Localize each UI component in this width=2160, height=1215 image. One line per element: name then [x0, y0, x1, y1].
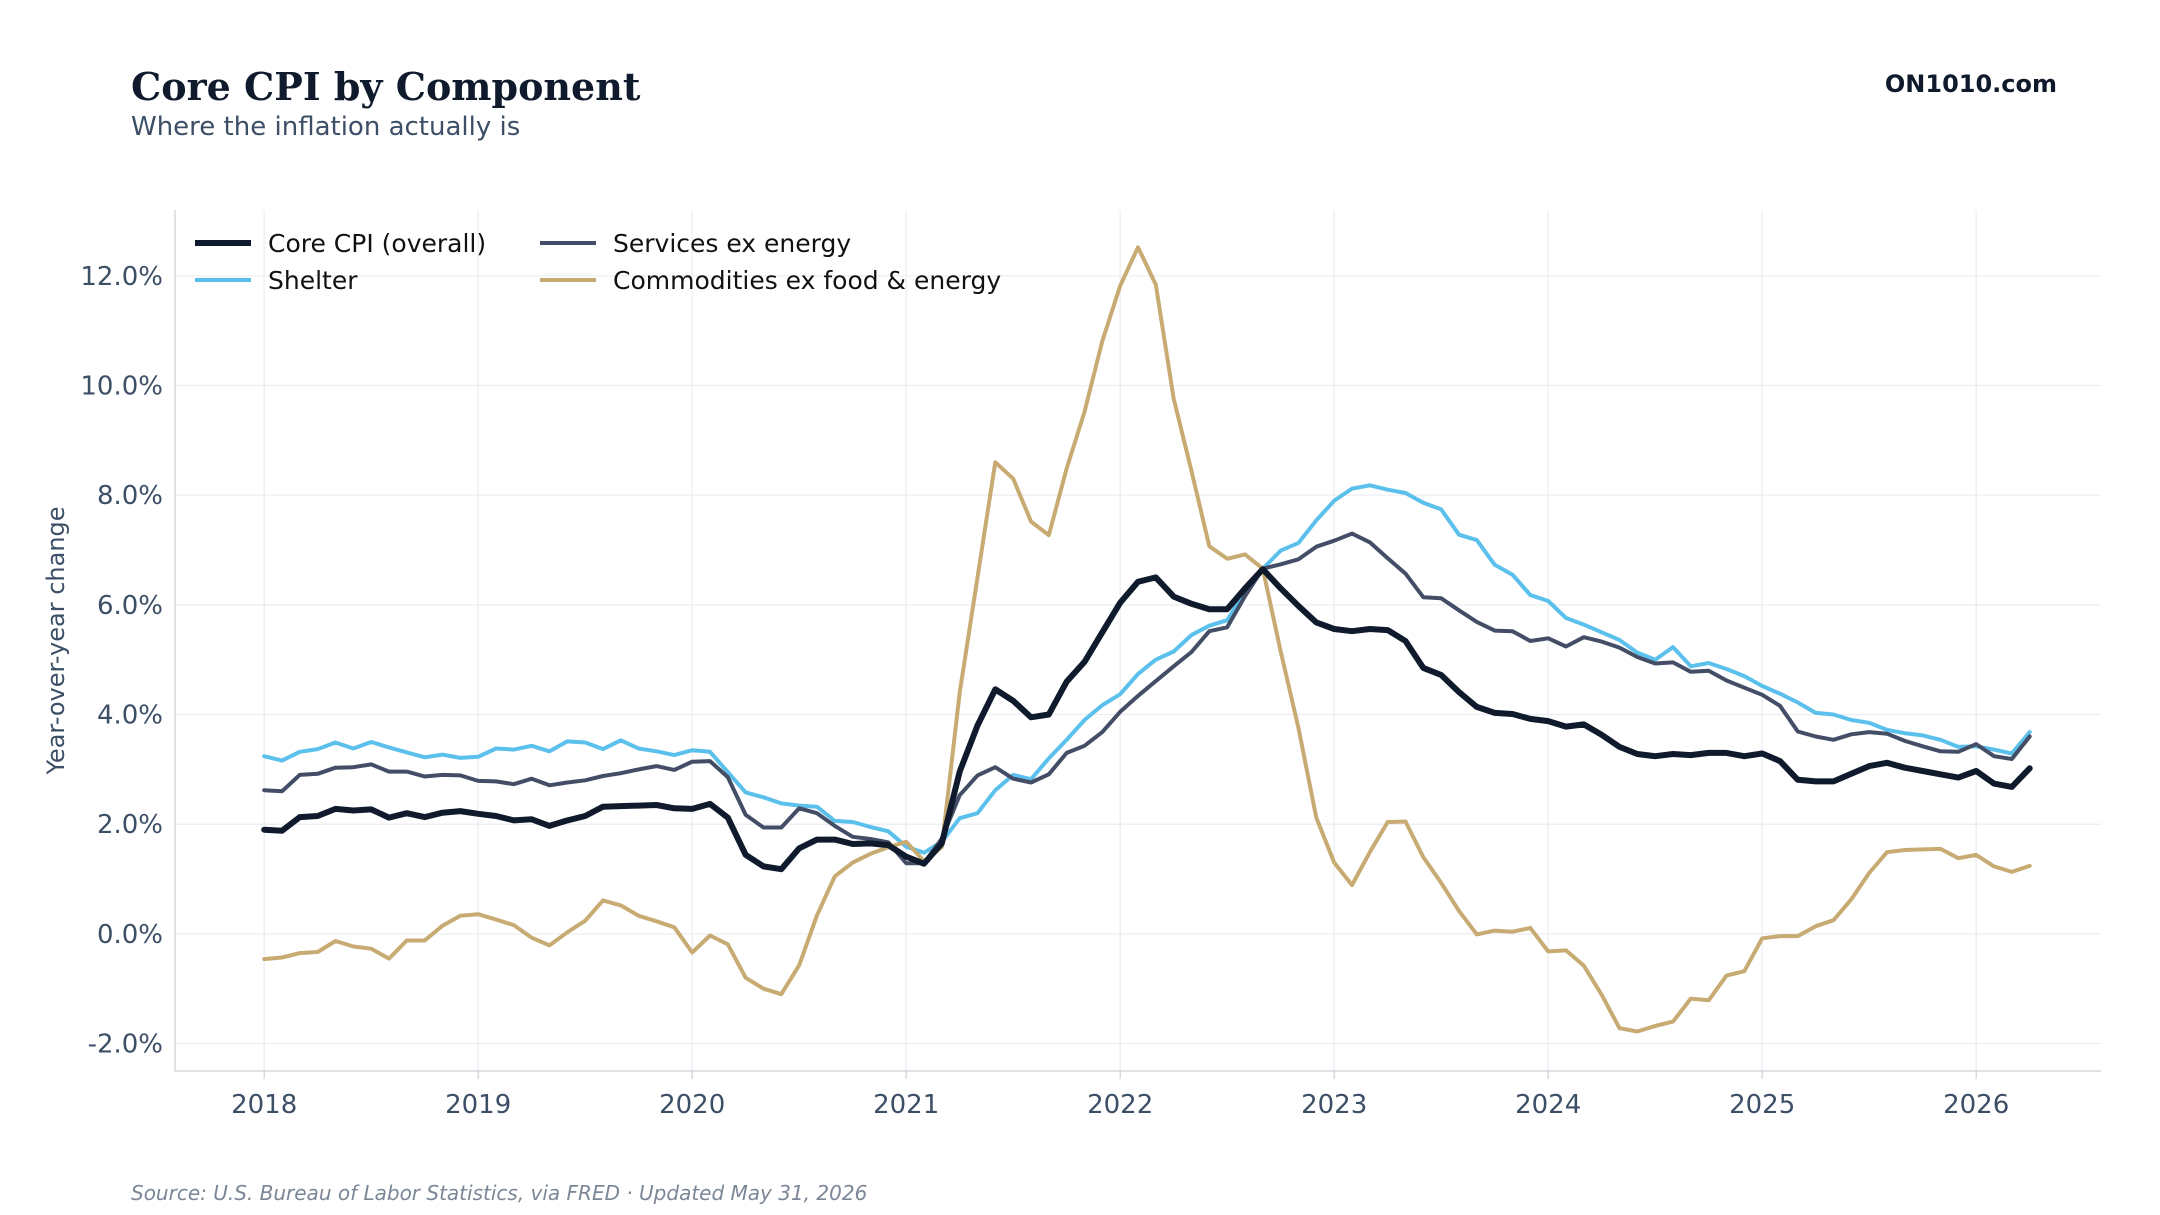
- y-tick-label: 8.0%: [97, 481, 163, 511]
- y-tick-label: 12.0%: [80, 262, 163, 292]
- source-note: Source: U.S. Bureau of Labor Statistics,…: [131, 1181, 868, 1205]
- brand-label: ON1010.com: [1884, 70, 2057, 98]
- legend-label: Services ex energy: [613, 229, 851, 258]
- series-line: [262, 245, 2032, 1034]
- y-tick-label: 6.0%: [97, 591, 163, 621]
- y-axis-title: Year-over-year change: [42, 506, 70, 775]
- x-tick-label: 2022: [1087, 1090, 1153, 1120]
- series-line: [262, 483, 2032, 855]
- y-tick-label: 4.0%: [97, 701, 163, 731]
- y-tick-label: 10.0%: [80, 371, 163, 401]
- x-tick-label: 2018: [231, 1090, 297, 1120]
- y-tick-label: -2.0%: [88, 1030, 163, 1060]
- chart-title: Core CPI by Component: [131, 64, 641, 109]
- x-tick-label: 2024: [1515, 1090, 1581, 1120]
- x-tick-label: 2023: [1301, 1090, 1367, 1120]
- x-tick-label: 2020: [659, 1090, 725, 1120]
- x-tick-label: 2025: [1729, 1090, 1795, 1120]
- x-tick-label: 2019: [445, 1090, 511, 1120]
- y-tick-label: 2.0%: [97, 810, 163, 840]
- legend-label: Shelter: [268, 266, 358, 295]
- legend-label: Commodities ex food & energy: [613, 266, 1001, 295]
- x-tick-label: 2026: [1943, 1090, 2009, 1120]
- y-tick-label: 0.0%: [97, 920, 163, 950]
- x-tick-label: 2021: [873, 1090, 939, 1120]
- series-line: [262, 531, 2032, 866]
- chart-subtitle: Where the inflation actually is: [131, 112, 521, 142]
- legend-label: Core CPI (overall): [268, 229, 486, 258]
- series-line: [261, 566, 2033, 873]
